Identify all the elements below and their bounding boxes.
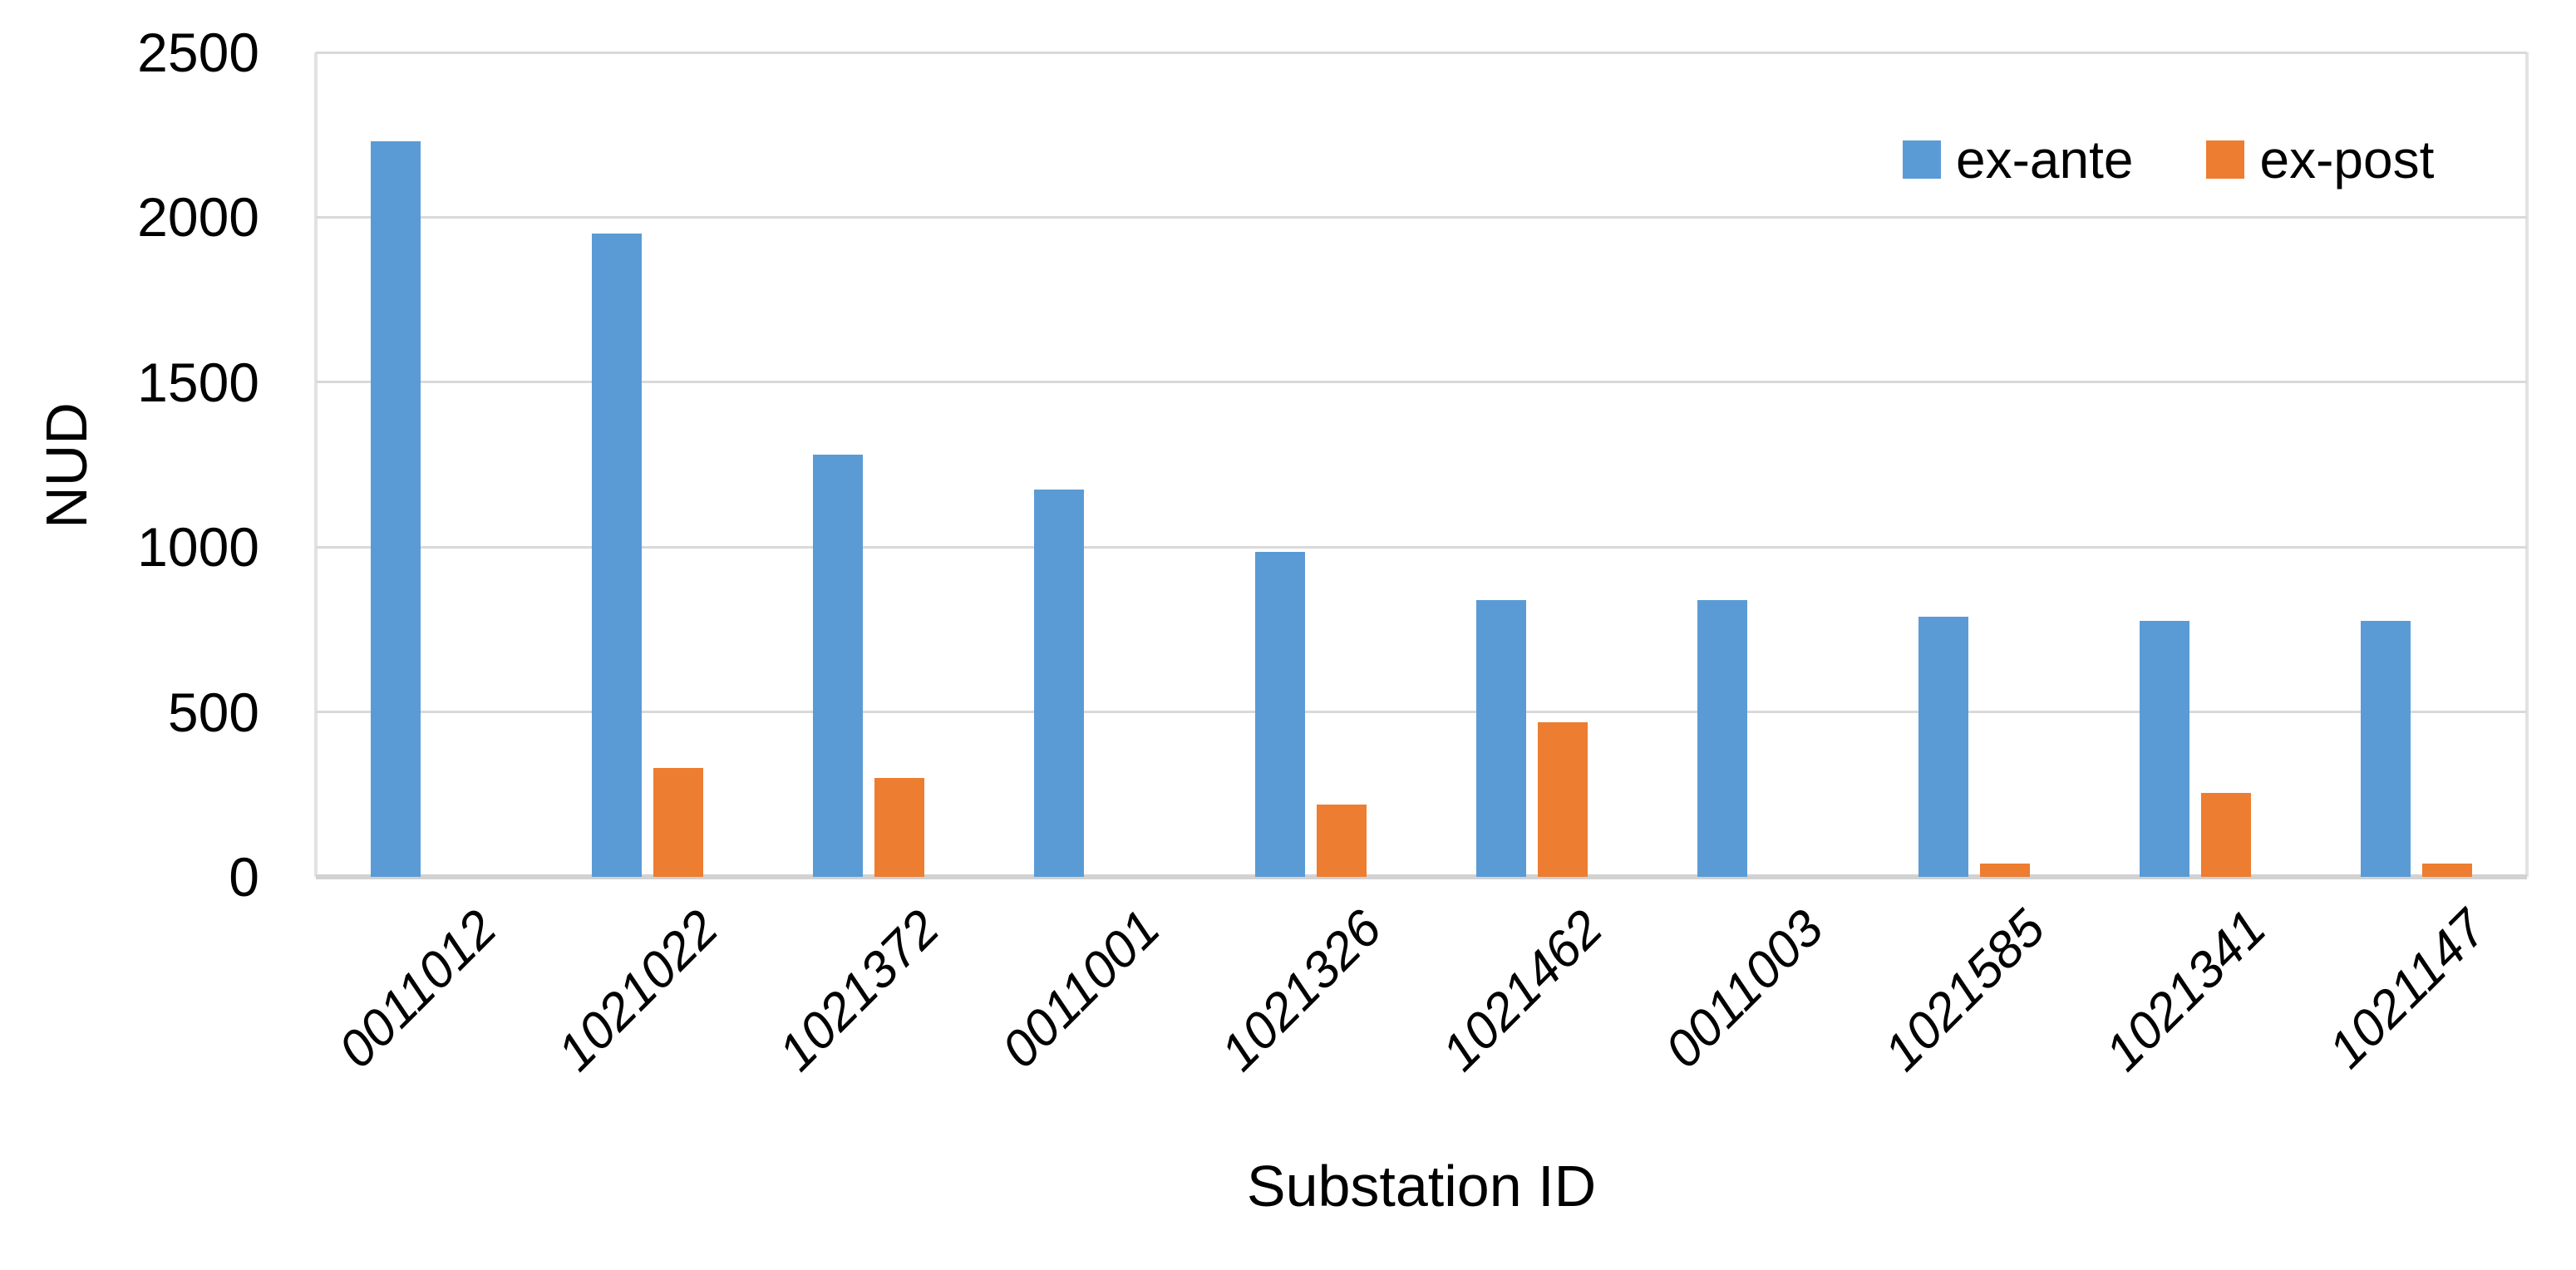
bar-ex-ante-1021326 — [1255, 552, 1305, 877]
x-tick-label-0011001: 0011001 — [991, 899, 1171, 1080]
legend-label-ex-post: ex-post — [2259, 130, 2435, 190]
bar-ex-post-1021585 — [1980, 864, 2030, 877]
legend: ex-ante ex-post — [1903, 133, 2434, 186]
bar-ex-ante-0011012 — [371, 141, 421, 877]
bar-ex-ante-1021585 — [1918, 616, 1968, 877]
x-axis-line — [316, 874, 2527, 879]
plot-border-right — [2525, 52, 2529, 877]
x-tick-label-1021372: 1021372 — [767, 899, 950, 1082]
y-tick-label-2000: 2000 — [137, 186, 259, 249]
bar-ex-post-1021326 — [1317, 804, 1367, 877]
plot-area — [314, 51, 2529, 879]
plot-border-left — [314, 52, 318, 877]
y-axis-title: NUD — [34, 402, 99, 529]
category-group-1021372 — [758, 52, 979, 877]
legend-swatch-ex-ante — [1903, 140, 1941, 179]
legend-label-ex-ante: ex-ante — [1956, 130, 2134, 190]
bar-ex-ante-1021341 — [2140, 621, 2189, 877]
bar-ex-ante-1021372 — [813, 455, 863, 877]
bar-series-layer — [316, 52, 2527, 877]
y-tick-label-2500: 2500 — [137, 22, 259, 83]
category-group-1021341 — [2085, 52, 2306, 877]
bar-ex-post-1021341 — [2201, 792, 2251, 877]
legend-item-ex-ante: ex-ante — [1903, 133, 2133, 186]
y-tick-label-500: 500 — [167, 681, 259, 743]
x-tick-label-1021341: 1021341 — [2094, 899, 2277, 1082]
x-axis-title: Substation ID — [1246, 1154, 1597, 1218]
y-tick-label-0: 0 — [229, 846, 259, 908]
gridline-1500 — [316, 381, 2527, 384]
gridline-2000 — [316, 215, 2527, 219]
legend-swatch-ex-post — [2206, 140, 2245, 179]
bar-ex-post-1021147 — [2422, 864, 2472, 877]
y-tick-label-1500: 1500 — [137, 351, 259, 413]
gridline-500 — [316, 711, 2527, 714]
category-group-1021022 — [537, 52, 758, 877]
category-group-0011012 — [316, 52, 537, 877]
category-group-1021585 — [1864, 52, 2085, 877]
bar-ex-post-1021022 — [653, 768, 703, 877]
x-tick-label-1021022: 1021022 — [546, 899, 729, 1082]
bar-ex-post-1021372 — [874, 777, 924, 877]
category-group-1021326 — [1200, 52, 1421, 877]
x-tick-label-1021147: 1021147 — [2317, 899, 2498, 1080]
bar-ex-ante-1021147 — [2361, 621, 2411, 877]
gridline-2500 — [316, 51, 2527, 54]
bar-ex-ante-1021462 — [1476, 599, 1526, 877]
legend-item-ex-post: ex-post — [2206, 133, 2434, 186]
bar-ex-ante-0011001 — [1034, 489, 1084, 877]
category-group-1021147 — [2306, 52, 2527, 877]
category-group-0011001 — [979, 52, 1200, 877]
bar-ex-post-1021462 — [1538, 721, 1588, 877]
bar-ex-ante-0011003 — [1697, 599, 1747, 877]
gridline-1000 — [316, 545, 2527, 549]
x-tick-label-1021326: 1021326 — [1209, 899, 1392, 1082]
x-tick-label-1021462: 1021462 — [1431, 899, 1613, 1082]
x-tick-label-1021585: 1021585 — [1873, 899, 2056, 1082]
y-tick-label-1000: 1000 — [137, 516, 259, 578]
x-tick-label-0011003: 0011003 — [1654, 899, 1835, 1080]
x-tick-label-0011012: 0011012 — [328, 899, 508, 1080]
category-group-1021462 — [1421, 52, 1643, 877]
bar-ex-ante-1021022 — [592, 234, 642, 877]
category-group-0011003 — [1643, 52, 1864, 877]
